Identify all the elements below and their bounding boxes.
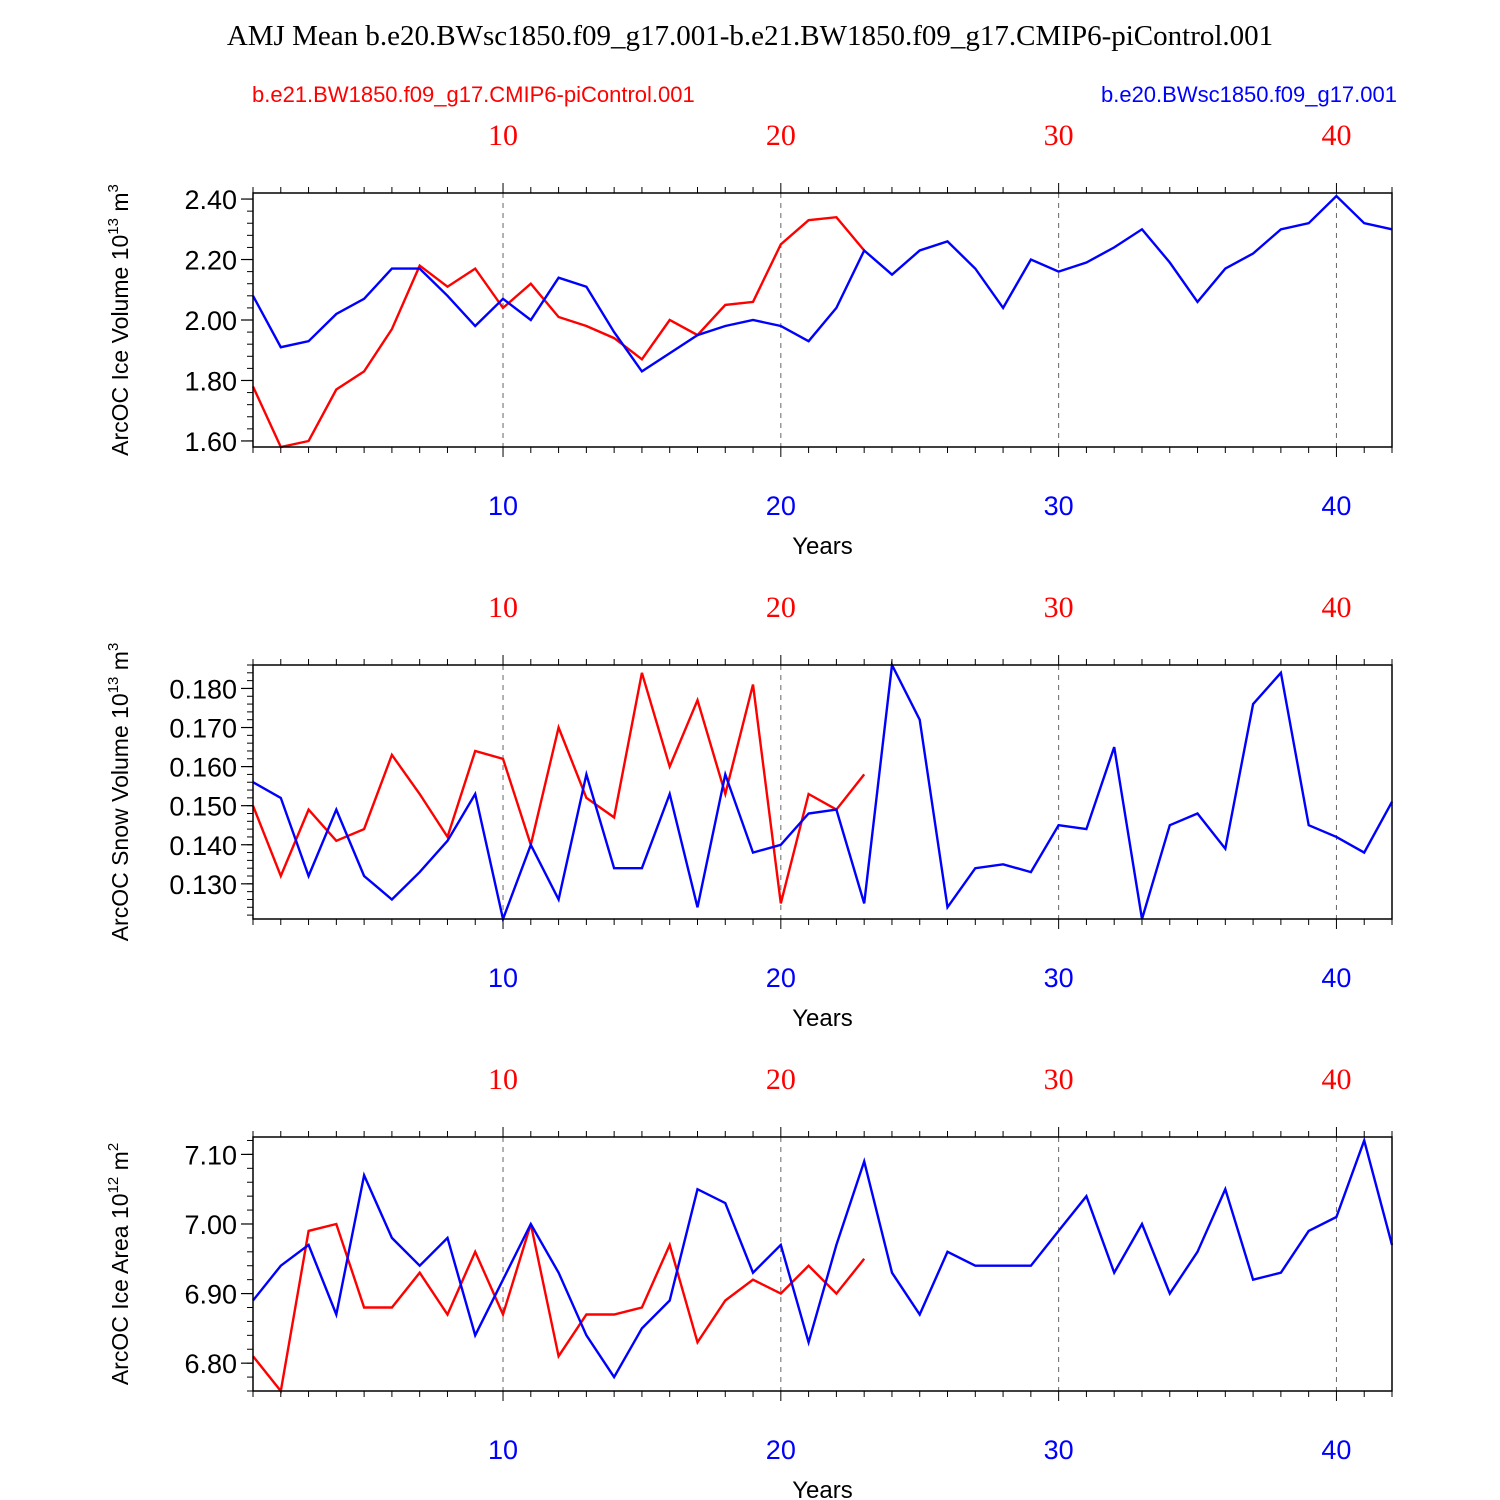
y-axis-label-main: ArcOC Ice Area 10 xyxy=(107,1193,133,1385)
plot-frame xyxy=(252,664,1393,920)
y-axis-label-main: ArcOC Ice Volume 10 xyxy=(107,235,133,456)
y-axis-label-unit-exponent: 3 xyxy=(105,184,122,192)
control-series-line xyxy=(251,672,866,904)
x-tick-label-top: 20 xyxy=(766,119,796,152)
x-tick-label-bottom: 30 xyxy=(1044,963,1074,993)
y-tick-label: 2.00 xyxy=(184,306,237,336)
plot-frame xyxy=(252,1136,1393,1392)
y-tick-label: 6.90 xyxy=(184,1280,237,1310)
x-tick-label-top: 40 xyxy=(1321,591,1351,624)
x-tick-label-top: 20 xyxy=(766,591,796,624)
y-axis-label-exponent: 13 xyxy=(105,218,122,235)
y-tick-label: 2.40 xyxy=(184,185,237,215)
y-axis-label-main: ArcOC Snow Volume 10 xyxy=(107,693,133,941)
legend-control-label: b.e21.BW1850.f09_g17.CMIP6-piControl.001 xyxy=(252,82,695,107)
chart-panel-1: 1.60 1.80 2.00 2.20 2.40 10 20 30 40 10 20 30 40 Year… xyxy=(105,119,1393,560)
y-tick-label: 0.170 xyxy=(169,714,237,744)
y-tick-label: 0.180 xyxy=(169,674,237,704)
x-tick-label-bottom: 10 xyxy=(488,491,518,521)
x-axis-label: Years xyxy=(792,1477,853,1500)
y-tick-label: 0.140 xyxy=(169,831,237,861)
x-tick-label-top: 40 xyxy=(1321,119,1351,152)
figure-title: AMJ Mean b.e20.BWsc1850.f09_g17.001-b.e2… xyxy=(227,20,1273,52)
y-axis-label-unit: m xyxy=(107,651,133,677)
y-axis-label-unit: m xyxy=(107,1151,133,1177)
x-tick-label-bottom: 10 xyxy=(488,963,518,993)
y-tick-label: 0.130 xyxy=(169,870,237,900)
y-tick-label: 7.10 xyxy=(184,1140,237,1170)
control-series-line xyxy=(251,215,866,449)
y-tick-label: 1.80 xyxy=(184,366,237,396)
experiment-series-line xyxy=(251,194,1393,374)
y-axis-label-unit-exponent: 2 xyxy=(105,1143,122,1151)
y-tick-label: 1.60 xyxy=(184,427,237,457)
x-tick-label-bottom: 30 xyxy=(1044,1435,1074,1465)
plot-frame xyxy=(252,192,1393,448)
x-tick-label-bottom: 10 xyxy=(488,1435,518,1465)
experiment-series-line xyxy=(252,1136,1394,1380)
x-tick-label-bottom: 40 xyxy=(1321,1435,1351,1465)
control-series-line xyxy=(252,1222,866,1394)
x-tick-label-top: 10 xyxy=(488,119,518,152)
x-tick-label-top: 40 xyxy=(1321,1063,1351,1096)
x-axis-label: Years xyxy=(792,1005,853,1032)
x-tick-label-top: 20 xyxy=(766,1063,796,1096)
y-axis-label-unit: m xyxy=(107,192,133,218)
legend-experiment-label: b.e20.BWsc1850.f09_g17.001 xyxy=(1101,82,1397,107)
x-tick-label-top: 30 xyxy=(1044,119,1074,152)
x-tick-label-top: 30 xyxy=(1044,591,1074,624)
y-tick-label: 6.80 xyxy=(184,1349,237,1379)
y-tick-label: 2.20 xyxy=(184,246,237,276)
x-axis-label: Years xyxy=(792,533,853,560)
panels: 1.60 1.80 2.00 2.20 2.40 10 20 30 40 10 20 30 40 Year… xyxy=(105,119,1394,1500)
x-tick-label-bottom: 20 xyxy=(766,963,796,993)
chart-panel-2: 0.130 0.140 0.150 0.160 0.170 0.180 10 20 30 40 10… xyxy=(105,591,1394,1032)
y-axis-label-exponent: 13 xyxy=(105,677,122,694)
y-tick-label: 7.00 xyxy=(184,1210,237,1240)
y-axis-label: ArcOC Ice Volume 1013 m3 xyxy=(105,184,133,456)
y-axis-label: ArcOC Snow Volume 1013 m3 xyxy=(105,643,133,942)
y-axis-label: ArcOC Ice Area 1012 m2 xyxy=(105,1143,133,1385)
y-tick-label: 0.160 xyxy=(169,753,237,783)
x-tick-label-top: 10 xyxy=(488,1063,518,1096)
y-axis-label-unit-exponent: 3 xyxy=(105,643,122,651)
x-tick-label-top: 10 xyxy=(488,591,518,624)
y-tick-label: 0.150 xyxy=(169,792,237,822)
experiment-series-line xyxy=(252,660,1394,924)
x-tick-label-top: 30 xyxy=(1044,1063,1074,1096)
y-axis-label-exponent: 12 xyxy=(105,1177,122,1194)
x-tick-label-bottom: 40 xyxy=(1321,963,1351,993)
x-tick-label-bottom: 20 xyxy=(766,1435,796,1465)
x-tick-label-bottom: 30 xyxy=(1044,491,1074,521)
chart-panel-3: 6.80 6.90 7.00 7.10 10 20 30 40 10 20 30 40 Years Arc… xyxy=(105,1063,1394,1500)
x-tick-label-bottom: 20 xyxy=(766,491,796,521)
x-tick-label-bottom: 40 xyxy=(1321,491,1351,521)
